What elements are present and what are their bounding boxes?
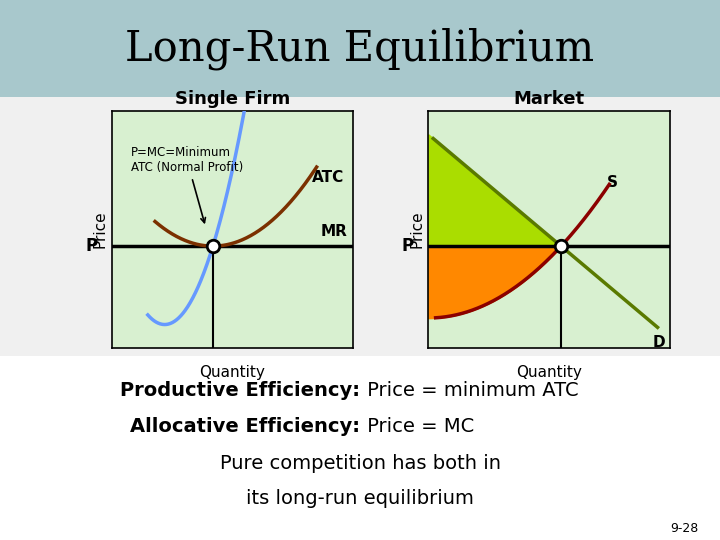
Text: 9-28: 9-28	[670, 522, 698, 535]
Title: Market: Market	[513, 90, 585, 108]
Text: P=MC=Minimum
ATC (Normal Profit): P=MC=Minimum ATC (Normal Profit)	[131, 146, 243, 222]
Title: Single Firm: Single Firm	[174, 90, 290, 108]
Text: 0: 0	[427, 362, 437, 377]
Text: ATC: ATC	[312, 170, 344, 185]
Text: Quantity: Quantity	[516, 364, 582, 380]
Text: Productive Efficiency:: Productive Efficiency:	[120, 381, 360, 400]
Text: Long-Run Equilibrium: Long-Run Equilibrium	[125, 28, 595, 70]
Text: MR: MR	[321, 224, 348, 239]
Y-axis label: Price: Price	[409, 211, 424, 248]
Text: 0: 0	[110, 362, 120, 377]
Text: S: S	[607, 175, 618, 190]
Text: Allocative Efficiency:: Allocative Efficiency:	[130, 417, 360, 436]
Text: Qₑ: Qₑ	[552, 362, 570, 377]
Text: D: D	[653, 335, 665, 350]
Text: its long-run equilibrium: its long-run equilibrium	[246, 489, 474, 508]
Text: P: P	[85, 237, 97, 255]
Text: Pure competition has both in: Pure competition has both in	[220, 454, 500, 473]
Text: Quantity: Quantity	[199, 364, 265, 380]
Text: Qᴿ: Qᴿ	[204, 362, 222, 377]
Y-axis label: Price: Price	[92, 211, 107, 248]
Text: Price = minimum ATC: Price = minimum ATC	[361, 381, 579, 400]
Text: P: P	[402, 237, 414, 255]
Text: Price = MC: Price = MC	[361, 417, 474, 436]
